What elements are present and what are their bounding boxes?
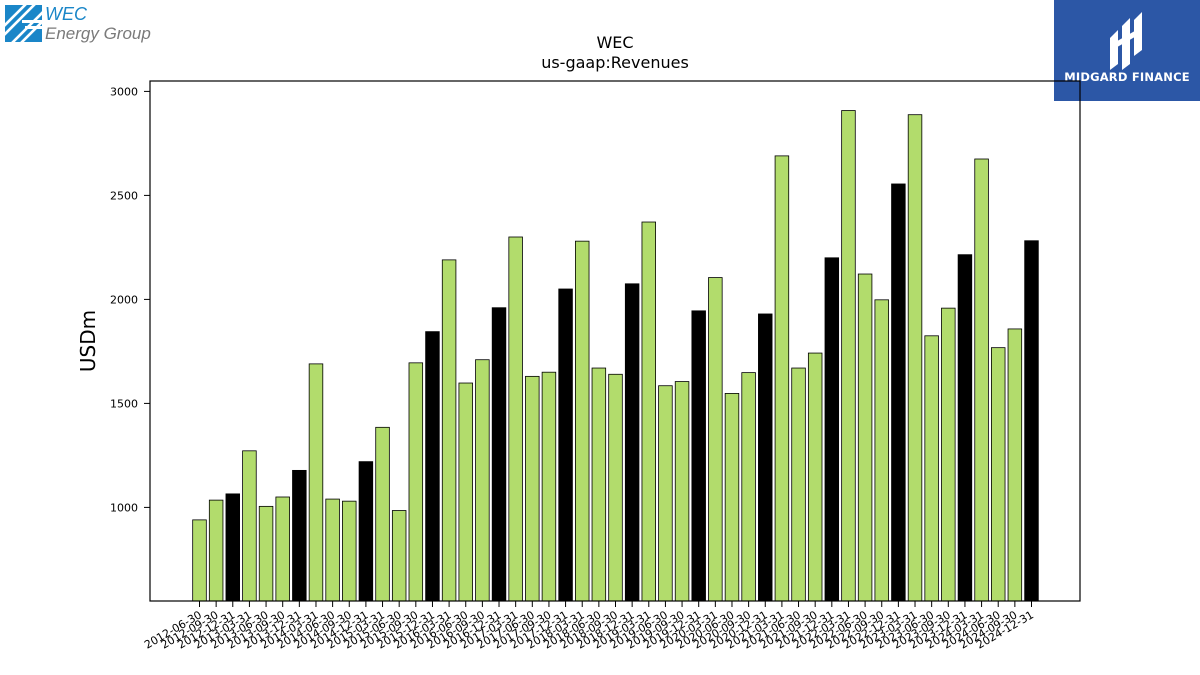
bar-2021-09-30: [807, 352, 823, 602]
bar-2020-06-30: [724, 393, 740, 602]
y-tick-label-1500: 1500: [110, 397, 138, 410]
bar-2014-06-30: [325, 498, 340, 602]
company-logo-mark: [5, 5, 42, 42]
bar-2015-09-30: [408, 362, 424, 602]
publisher-logo-mark: [1110, 12, 1142, 70]
bar-2023-09-30: [941, 307, 956, 602]
publisher-logo-name: MIDGARD FINANCE: [1064, 70, 1190, 84]
bar-2022-06-30: [857, 273, 873, 602]
bar-2022-09-30: [874, 299, 889, 602]
bar-2024-06-30: [991, 347, 1006, 602]
bar-2020-12-31: [758, 313, 773, 602]
bar-2013-03-31: [242, 450, 257, 602]
bar-2016-06-30: [458, 382, 473, 602]
bar-2012-06-30: [192, 519, 207, 602]
bar-2021-03-31: [774, 155, 790, 602]
company-logo: WEC Energy Group: [5, 4, 165, 47]
bar-2019-06-30: [658, 385, 673, 602]
company-logo-subname: Energy Group: [45, 24, 151, 43]
bar-2021-12-31: [824, 257, 840, 602]
bar-2014-09-30: [342, 500, 357, 602]
x-axis: 2012-06-302012-09-302012-12-312013-03-31…: [142, 601, 1036, 652]
bar-2013-12-31: [292, 469, 307, 602]
bar-2017-09-30: [541, 371, 557, 602]
chart-subtitle: us-gaap:Revenues: [541, 53, 689, 72]
bar-2012-09-30: [208, 499, 224, 602]
bar-2020-03-31: [708, 277, 723, 602]
bar-2016-12-31: [491, 307, 507, 602]
bar-2014-12-31: [358, 461, 374, 602]
company-logo-name: WEC: [45, 4, 87, 24]
bar-2018-06-30: [591, 367, 607, 602]
bar-2019-09-30: [674, 381, 690, 602]
bar-2015-12-31: [425, 331, 440, 602]
bar-2012-12-31: [225, 493, 241, 602]
bar-series: [192, 110, 1039, 602]
bar-2018-09-30: [608, 373, 623, 602]
publisher-logo: MIDGARD FINANCE: [1054, 0, 1200, 101]
bar-2022-03-31: [841, 110, 856, 602]
bar-2019-12-31: [691, 310, 706, 602]
bar-2023-12-31: [957, 254, 973, 602]
y-tick-label-2500: 2500: [110, 189, 138, 202]
y-tick-label-3000: 3000: [110, 85, 138, 98]
bar-2024-12-31: [1024, 240, 1039, 602]
bar-2018-12-31: [624, 283, 640, 602]
bar-2016-09-30: [475, 359, 490, 602]
bar-2018-03-31: [575, 240, 590, 602]
bar-2015-03-31: [375, 426, 390, 602]
bar-2017-03-31: [508, 236, 523, 602]
bar-2017-12-31: [558, 288, 573, 602]
bar-2013-06-30: [258, 505, 274, 602]
bar-2016-03-31: [441, 259, 457, 602]
y-tick-label-1000: 1000: [110, 501, 138, 514]
bar-2017-06-30: [525, 375, 540, 602]
y-axis-label: USDm: [76, 310, 100, 372]
y-axis: 1000 1500 2000 2500 3000: [110, 85, 150, 514]
bar-2024-09-30: [1007, 328, 1023, 602]
y-tick-label-2000: 2000: [110, 293, 138, 306]
bar-2022-12-31: [891, 183, 906, 602]
bar-2024-03-31: [974, 158, 989, 602]
bar-2023-03-31: [907, 114, 923, 602]
bar-2014-03-31: [308, 363, 324, 602]
bar-2021-06-30: [791, 367, 806, 602]
bar-2013-09-30: [275, 496, 290, 602]
chart-title: WEC: [596, 33, 633, 52]
bar-2023-06-30: [924, 335, 939, 602]
bar-2019-03-31: [641, 221, 657, 602]
bar-2015-06-30: [391, 510, 407, 602]
bar-2020-09-30: [741, 372, 756, 602]
